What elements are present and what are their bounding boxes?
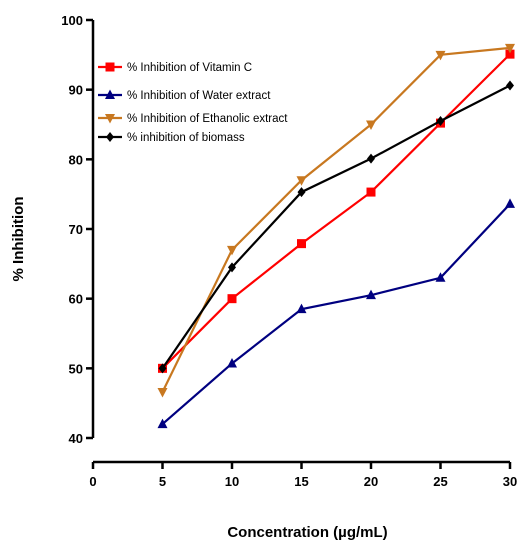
y-tick-label: 80	[69, 152, 83, 167]
x-tick-label: 30	[503, 474, 517, 489]
y-tick-label: 100	[61, 13, 83, 28]
y-tick-label: 60	[69, 292, 83, 307]
x-tick-label: 0	[89, 474, 96, 489]
legend-swatch-marker	[105, 62, 115, 72]
legend-label: % Inhibition of Water extract	[127, 90, 271, 102]
x-tick-label: 10	[225, 474, 239, 489]
y-tick-label: 40	[69, 431, 83, 446]
legend: % Inhibition of Vitamin C % Inhibition of…	[98, 62, 288, 144]
data-point	[227, 294, 237, 304]
legend-item: % inhibition of biomass	[98, 132, 245, 144]
series-line	[161, 203, 511, 425]
y-tick-label: 50	[69, 361, 83, 376]
data-point	[366, 289, 376, 300]
data-point	[158, 363, 167, 374]
y-tick-label: 90	[69, 83, 83, 98]
y-axis-title: % Inhibition	[10, 197, 27, 282]
data-point	[436, 116, 445, 127]
series-layer	[157, 43, 515, 429]
data-point	[228, 262, 236, 273]
data-point	[366, 120, 376, 130]
axes: 40 50 60 70 80 90 100 0 5 10 15 20 25 30	[61, 13, 517, 489]
data-point	[157, 418, 168, 429]
data-point	[367, 153, 375, 164]
legend-swatch-marker	[105, 114, 115, 124]
legend-swatch-marker	[106, 132, 114, 142]
legend-swatch-marker	[105, 89, 115, 99]
data-point	[297, 239, 306, 249]
data-point	[435, 272, 446, 282]
y-tick-label: 70	[69, 222, 83, 237]
legend-item: % Inhibition of Water extract	[98, 89, 271, 102]
x-tick-label: 15	[294, 474, 308, 489]
data-point	[157, 388, 168, 398]
series-line	[161, 53, 511, 370]
legend-item: % Inhibition of Vitamin C	[98, 62, 252, 74]
data-point	[227, 245, 237, 256]
data-point	[506, 80, 514, 91]
data-point	[366, 187, 376, 197]
legend-label: % Inhibition of Ethanolic extract	[127, 113, 288, 125]
data-point	[505, 43, 515, 54]
legend-label: % inhibition of biomass	[127, 132, 245, 144]
data-point	[297, 187, 306, 198]
legend-item: % Inhibition of Ethanolic extract	[98, 113, 288, 125]
x-tick-label: 20	[364, 474, 378, 489]
series-2	[157, 198, 515, 429]
data-point	[296, 303, 307, 314]
data-point	[227, 357, 237, 368]
legend-label: % Inhibition of Vitamin C	[127, 62, 252, 74]
data-point	[505, 49, 515, 59]
data-point	[435, 50, 446, 61]
series-line	[161, 46, 511, 393]
data-point	[296, 176, 307, 186]
series-3	[157, 43, 515, 398]
x-tick-label: 25	[433, 474, 447, 489]
x-tick-label: 5	[159, 474, 166, 489]
series-line	[161, 84, 511, 369]
data-point	[505, 198, 515, 208]
x-axis-title: Concentration (µg/mL)	[227, 524, 387, 541]
series-4	[158, 80, 514, 374]
